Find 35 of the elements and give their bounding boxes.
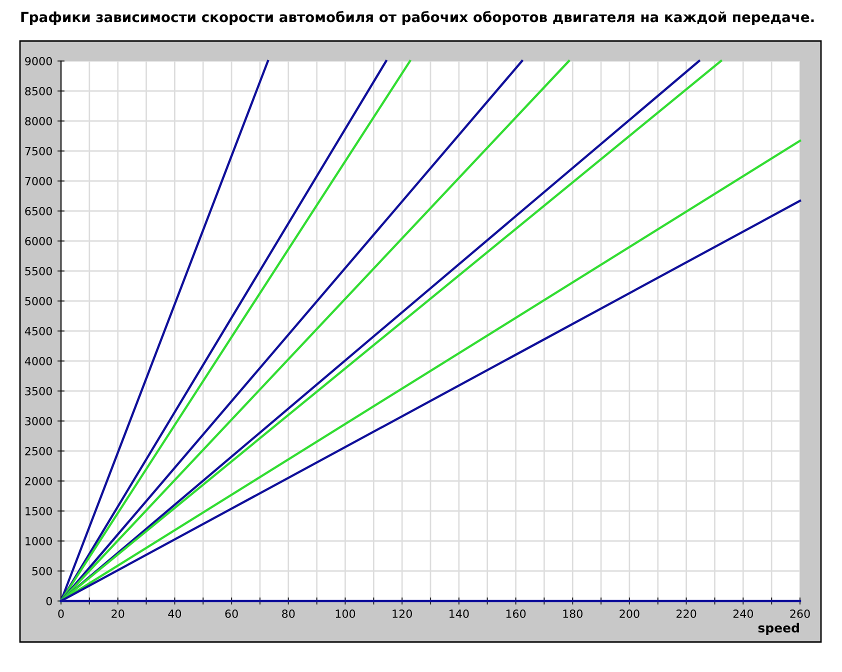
y-tick-label: 5000 [25,296,52,306]
x-tick-label: 60 [225,610,238,618]
y-tick-label: 3000 [25,416,52,426]
x-tick-label: 180 [563,610,582,618]
x-tick-label: 160 [506,610,526,618]
x-tick-label: 80 [282,610,295,618]
x-tick-label: 100 [336,610,356,618]
y-tick-label: 2500 [25,446,52,456]
y-tick-label: 7000 [25,176,52,186]
y-tick-label: 8000 [25,116,52,126]
x-tick-label: 260 [790,610,810,618]
y-tick-label: 4000 [24,356,52,366]
y-tick-label: 6000 [25,236,52,246]
x-tick-label: 200 [620,610,640,618]
chart-title: Графики зависимости скорости автомобиля от рабочих оборотов двигателя на каждой передаче. [21,11,814,25]
x-axis-title: speed [758,622,799,635]
y-tick-label: 5500 [25,266,52,276]
y-tick-label: 1500 [26,506,52,516]
y-tick-label: 4500 [24,326,52,336]
y-tick-label: 9000 [25,56,52,66]
y-tick-label: 1000 [26,536,52,546]
y-tick-label: 7500 [25,146,52,156]
y-tick-label: 8500 [25,86,52,96]
x-tick-label: 20 [112,610,124,618]
x-tick-label: 0 [58,610,64,618]
y-tick-label: 2000 [25,476,52,486]
y-tick-label: 6500 [25,206,52,216]
x-tick-label: 140 [450,610,469,618]
x-tick-label: 120 [392,610,412,618]
y-tick-label: 3500 [25,386,52,396]
y-tick-label: 0 [46,596,52,606]
x-tick-label: 220 [676,610,696,618]
y-tick-label: 500 [32,566,52,576]
x-tick-label: 240 [733,610,754,618]
x-tick-label: 40 [168,610,182,618]
